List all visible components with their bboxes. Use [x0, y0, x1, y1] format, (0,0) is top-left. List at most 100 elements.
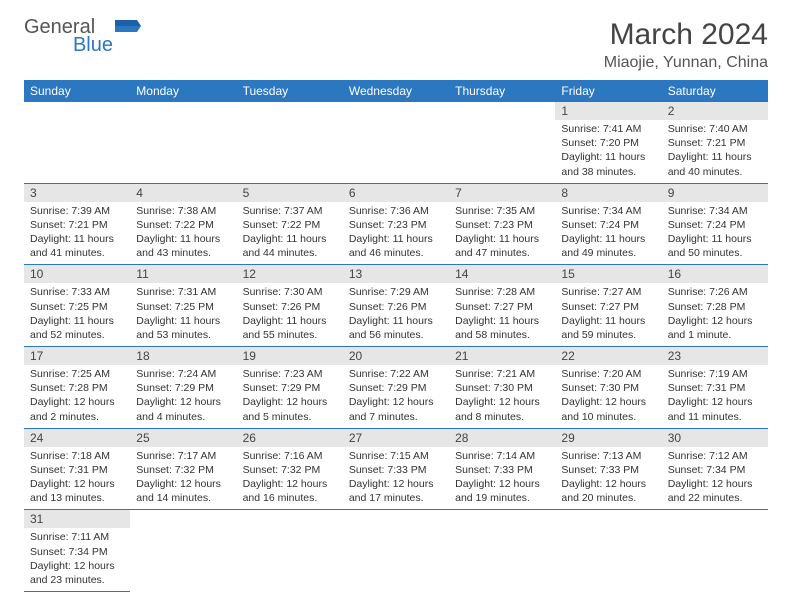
sunrise-line: Sunrise: 7:14 AM — [455, 449, 549, 463]
day-data: Sunrise: 7:14 AMSunset: 7:33 PMDaylight:… — [449, 447, 555, 510]
location: Miaojie, Yunnan, China — [604, 54, 768, 72]
sunset-line: Sunset: 7:26 PM — [243, 300, 337, 314]
calendar-row: 10Sunrise: 7:33 AMSunset: 7:25 PMDayligh… — [24, 265, 768, 347]
day-data: Sunrise: 7:30 AMSunset: 7:26 PMDaylight:… — [237, 283, 343, 346]
sunset-line: Sunset: 7:26 PM — [349, 300, 443, 314]
header: General GeneBlue March 2024 Miaojie, Yun… — [24, 18, 768, 72]
day-number: 23 — [662, 347, 768, 365]
daylight-line: Daylight: 11 hours and 43 minutes. — [136, 232, 230, 260]
day-number: 17 — [24, 347, 130, 365]
day-number: 8 — [555, 184, 661, 202]
sunset-line: Sunset: 7:31 PM — [30, 463, 124, 477]
calendar-cell-empty — [24, 102, 130, 183]
weekday-header: Friday — [555, 80, 661, 102]
calendar-cell: 26Sunrise: 7:16 AMSunset: 7:32 PMDayligh… — [237, 428, 343, 510]
day-data: Sunrise: 7:12 AMSunset: 7:34 PMDaylight:… — [662, 447, 768, 510]
daylight-line: Daylight: 12 hours and 16 minutes. — [243, 477, 337, 505]
day-number: 15 — [555, 265, 661, 283]
calendar-cell: 5Sunrise: 7:37 AMSunset: 7:22 PMDaylight… — [237, 183, 343, 265]
daylight-line: Daylight: 12 hours and 20 minutes. — [561, 477, 655, 505]
flag-icon — [115, 18, 141, 34]
day-data: Sunrise: 7:41 AMSunset: 7:20 PMDaylight:… — [555, 120, 661, 183]
daylight-line: Daylight: 12 hours and 2 minutes. — [30, 395, 124, 423]
calendar-cell: 4Sunrise: 7:38 AMSunset: 7:22 PMDaylight… — [130, 183, 236, 265]
daylight-line: Daylight: 12 hours and 11 minutes. — [668, 395, 762, 423]
day-number: 1 — [555, 102, 661, 120]
day-number: 12 — [237, 265, 343, 283]
daylight-line: Daylight: 12 hours and 4 minutes. — [136, 395, 230, 423]
sunset-line: Sunset: 7:23 PM — [349, 218, 443, 232]
calendar-cell: 9Sunrise: 7:34 AMSunset: 7:24 PMDaylight… — [662, 183, 768, 265]
sunrise-line: Sunrise: 7:17 AM — [136, 449, 230, 463]
calendar-cell-empty — [662, 510, 768, 592]
day-data: Sunrise: 7:15 AMSunset: 7:33 PMDaylight:… — [343, 447, 449, 510]
calendar-cell: 22Sunrise: 7:20 AMSunset: 7:30 PMDayligh… — [555, 347, 661, 429]
sunrise-line: Sunrise: 7:39 AM — [30, 204, 124, 218]
sunset-line: Sunset: 7:25 PM — [136, 300, 230, 314]
day-data: Sunrise: 7:24 AMSunset: 7:29 PMDaylight:… — [130, 365, 236, 428]
weekday-header: Monday — [130, 80, 236, 102]
daylight-line: Daylight: 12 hours and 22 minutes. — [668, 477, 762, 505]
day-data: Sunrise: 7:22 AMSunset: 7:29 PMDaylight:… — [343, 365, 449, 428]
daylight-line: Daylight: 12 hours and 7 minutes. — [349, 395, 443, 423]
day-data: Sunrise: 7:29 AMSunset: 7:26 PMDaylight:… — [343, 283, 449, 346]
sunrise-line: Sunrise: 7:38 AM — [136, 204, 230, 218]
daylight-line: Daylight: 12 hours and 17 minutes. — [349, 477, 443, 505]
daylight-line: Daylight: 12 hours and 14 minutes. — [136, 477, 230, 505]
sunrise-line: Sunrise: 7:27 AM — [561, 285, 655, 299]
day-number: 18 — [130, 347, 236, 365]
daylight-line: Daylight: 11 hours and 58 minutes. — [455, 314, 549, 342]
calendar-cell-empty — [130, 102, 236, 183]
day-data: Sunrise: 7:34 AMSunset: 7:24 PMDaylight:… — [662, 202, 768, 265]
daylight-line: Daylight: 12 hours and 23 minutes. — [30, 559, 124, 587]
weekday-header-row: Sunday Monday Tuesday Wednesday Thursday… — [24, 80, 768, 102]
calendar-cell: 10Sunrise: 7:33 AMSunset: 7:25 PMDayligh… — [24, 265, 130, 347]
daylight-line: Daylight: 11 hours and 44 minutes. — [243, 232, 337, 260]
sunrise-line: Sunrise: 7:40 AM — [668, 122, 762, 136]
daylight-line: Daylight: 12 hours and 5 minutes. — [243, 395, 337, 423]
day-data: Sunrise: 7:25 AMSunset: 7:28 PMDaylight:… — [24, 365, 130, 428]
daylight-line: Daylight: 11 hours and 46 minutes. — [349, 232, 443, 260]
sunset-line: Sunset: 7:29 PM — [136, 381, 230, 395]
sunrise-line: Sunrise: 7:23 AM — [243, 367, 337, 381]
day-data: Sunrise: 7:34 AMSunset: 7:24 PMDaylight:… — [555, 202, 661, 265]
calendar-cell-empty — [130, 510, 236, 592]
sunrise-line: Sunrise: 7:16 AM — [243, 449, 337, 463]
weekday-header: Saturday — [662, 80, 768, 102]
sunrise-line: Sunrise: 7:31 AM — [136, 285, 230, 299]
calendar-cell: 12Sunrise: 7:30 AMSunset: 7:26 PMDayligh… — [237, 265, 343, 347]
weekday-header: Sunday — [24, 80, 130, 102]
sunrise-line: Sunrise: 7:34 AM — [561, 204, 655, 218]
day-data: Sunrise: 7:33 AMSunset: 7:25 PMDaylight:… — [24, 283, 130, 346]
daylight-line: Daylight: 12 hours and 8 minutes. — [455, 395, 549, 423]
sunrise-line: Sunrise: 7:15 AM — [349, 449, 443, 463]
day-number: 24 — [24, 429, 130, 447]
calendar-body: 1Sunrise: 7:41 AMSunset: 7:20 PMDaylight… — [24, 102, 768, 592]
daylight-line: Daylight: 11 hours and 52 minutes. — [30, 314, 124, 342]
sunrise-line: Sunrise: 7:30 AM — [243, 285, 337, 299]
daylight-line: Daylight: 11 hours and 47 minutes. — [455, 232, 549, 260]
sunset-line: Sunset: 7:27 PM — [455, 300, 549, 314]
daylight-line: Daylight: 12 hours and 19 minutes. — [455, 477, 549, 505]
sunset-line: Sunset: 7:21 PM — [30, 218, 124, 232]
calendar-cell-empty — [449, 510, 555, 592]
day-number: 31 — [24, 510, 130, 528]
day-data: Sunrise: 7:21 AMSunset: 7:30 PMDaylight:… — [449, 365, 555, 428]
sunset-line: Sunset: 7:34 PM — [668, 463, 762, 477]
day-number: 14 — [449, 265, 555, 283]
calendar-cell: 27Sunrise: 7:15 AMSunset: 7:33 PMDayligh… — [343, 428, 449, 510]
daylight-line: Daylight: 11 hours and 40 minutes. — [668, 150, 762, 178]
day-number: 22 — [555, 347, 661, 365]
daylight-line: Daylight: 12 hours and 1 minute. — [668, 314, 762, 342]
sunset-line: Sunset: 7:30 PM — [561, 381, 655, 395]
sunrise-line: Sunrise: 7:37 AM — [243, 204, 337, 218]
calendar-cell: 2Sunrise: 7:40 AMSunset: 7:21 PMDaylight… — [662, 102, 768, 183]
day-data: Sunrise: 7:20 AMSunset: 7:30 PMDaylight:… — [555, 365, 661, 428]
sunrise-line: Sunrise: 7:12 AM — [668, 449, 762, 463]
day-number: 27 — [343, 429, 449, 447]
title-block: March 2024 Miaojie, Yunnan, China — [604, 18, 768, 72]
sunset-line: Sunset: 7:28 PM — [668, 300, 762, 314]
sunrise-line: Sunrise: 7:18 AM — [30, 449, 124, 463]
weekday-header: Tuesday — [237, 80, 343, 102]
calendar-cell-empty — [237, 510, 343, 592]
